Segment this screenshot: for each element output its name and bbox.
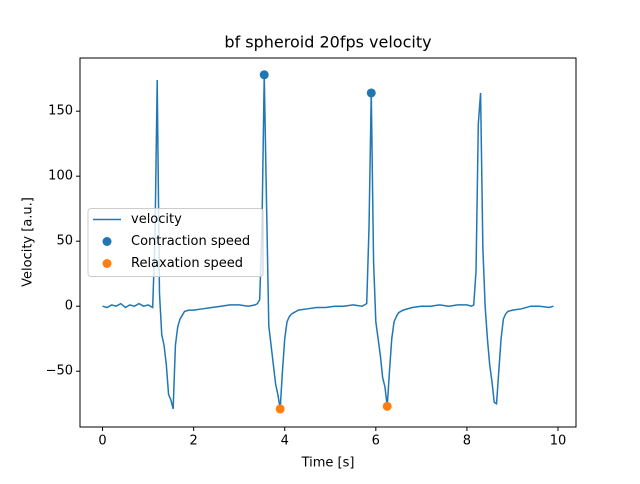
legend-box: [87, 208, 264, 277]
y-axis-label: Velocity [a.u.]: [21, 197, 36, 287]
x-tick-label: 10: [550, 434, 567, 449]
plot-frame: [79, 57, 577, 428]
x-tick-label: 4: [281, 434, 289, 449]
legend-marker: [102, 259, 112, 268]
y-tick-label: 150: [48, 104, 73, 119]
scatter-point: [382, 401, 392, 411]
legend-label: velocity: [131, 212, 182, 227]
scatter-point: [259, 70, 269, 80]
chart-title: bf spheroid 20fps velocity: [224, 33, 431, 52]
velocity-line: [102, 74, 554, 410]
y-tick-label: 100: [48, 169, 73, 184]
x-axis-label: Time [s]: [301, 456, 355, 471]
legend-marker: [102, 237, 112, 246]
scatter-point: [275, 404, 285, 414]
y-tick-label: −50: [46, 364, 73, 379]
x-tick-label: 2: [189, 434, 197, 449]
x-tick-label: 0: [98, 434, 106, 449]
x-tick-label: 8: [463, 434, 471, 449]
scatter-point: [366, 88, 376, 98]
y-tick-label: 0: [65, 299, 73, 314]
legend-label: Contraction speed: [131, 234, 250, 249]
legend-label: Relaxation speed: [131, 256, 243, 271]
y-tick-label: 50: [56, 234, 73, 249]
x-tick-label: 6: [372, 434, 380, 449]
